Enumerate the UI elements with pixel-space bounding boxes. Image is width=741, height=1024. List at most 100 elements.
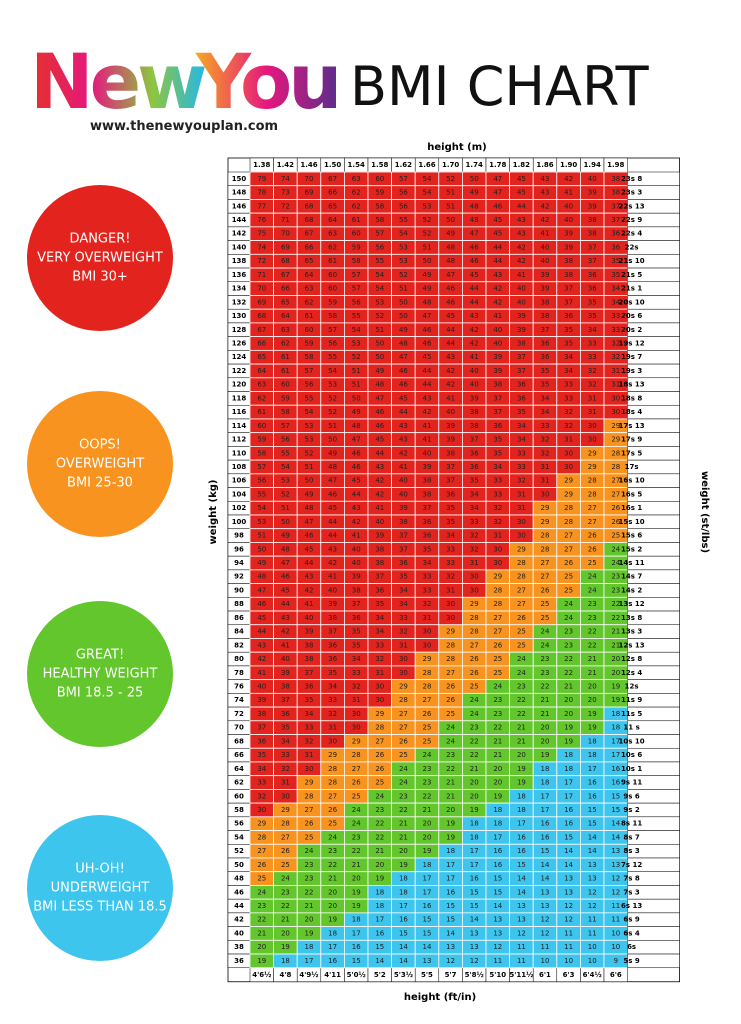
weight-kg: 56 [234, 820, 244, 828]
bmi-value: 36 [611, 243, 620, 251]
bmi-value: 25 [305, 833, 314, 841]
band-text: DANGER! [70, 232, 131, 247]
bmi-value: 12 [541, 916, 550, 924]
bmi-value: 11 [588, 929, 597, 937]
bmi-value: 55 [257, 490, 266, 498]
bmi-value: 25 [564, 586, 573, 594]
bmi-value: 39 [257, 696, 266, 704]
bmi-value: 37 [588, 243, 597, 251]
bmi-value: 39 [352, 573, 361, 581]
bmi-value: 26 [375, 751, 384, 759]
bmi-value: 20 [257, 943, 266, 951]
bmi-value: 34 [399, 586, 408, 594]
bmi-value: 34 [423, 559, 432, 567]
bmi-value: 55 [375, 257, 384, 265]
bmi-value: 13 [423, 957, 432, 965]
bmi-value: 56 [399, 202, 408, 210]
bmi-value: 17 [517, 820, 526, 828]
bmi-value: 33 [493, 490, 502, 498]
bmi-value: 33 [446, 559, 455, 567]
bmi-value: 30 [281, 792, 290, 800]
weight-st: 8s 7 [623, 833, 639, 841]
weight-st: 11s 9 [621, 696, 642, 704]
bmi-value: 32 [352, 683, 361, 691]
bmi-value: 15 [493, 875, 502, 883]
bmi-value: 49 [446, 230, 455, 238]
bmi-value: 17 [446, 875, 455, 883]
bmi-value: 25 [588, 559, 597, 567]
bmi-value: 23 [493, 696, 502, 704]
bmi-value: 31 [517, 490, 526, 498]
bmi-value: 33 [611, 326, 620, 334]
bmi-value: 13 [588, 861, 597, 869]
bmi-value: 63 [257, 381, 266, 389]
bmi-value: 53 [281, 477, 290, 485]
bmi-value: 33 [305, 724, 314, 732]
bmi-value: 15 [564, 833, 573, 841]
bmi-value: 56 [305, 381, 314, 389]
bmi-value: 42 [375, 477, 384, 485]
bmi-value: 35 [375, 600, 384, 608]
weight-kg: 90 [234, 586, 244, 594]
bmi-value: 16 [611, 765, 620, 773]
weight-kg: 146 [232, 202, 247, 210]
bmi-value: 52 [328, 394, 337, 402]
bmi-value: 18 [423, 861, 432, 869]
bmi-value: 53 [305, 422, 314, 430]
bmi-value: 32 [328, 710, 337, 718]
bmi-value: 32 [541, 436, 550, 444]
bmi-value: 27 [305, 806, 314, 814]
bmi-value: 54 [257, 504, 266, 512]
bmi-value: 52 [399, 271, 408, 279]
bmi-value: 56 [352, 298, 361, 306]
bmi-value: 29 [611, 422, 620, 430]
bmi-value: 30 [352, 710, 361, 718]
bmi-value: 61 [328, 257, 337, 265]
bmi-value: 48 [375, 381, 384, 389]
bmi-value: 30 [541, 490, 550, 498]
height-m: 1.98 [607, 161, 624, 169]
bmi-value: 34 [541, 394, 550, 402]
bmi-value: 49 [470, 189, 479, 197]
bmi-value: 42 [257, 655, 266, 663]
bmi-value: 43 [399, 436, 408, 444]
bmi-value: 45 [257, 614, 266, 622]
bmi-value: 48 [423, 298, 432, 306]
bmi-value: 25 [611, 532, 620, 540]
bmi-value: 52 [375, 312, 384, 320]
bmi-value: 17 [611, 751, 620, 759]
bmi-value: 28 [517, 559, 526, 567]
bmi-value: 32 [446, 573, 455, 581]
bmi-value: 49 [423, 271, 432, 279]
height-m: 1.62 [395, 161, 412, 169]
weight-st: 15s 10 [619, 518, 645, 526]
bmi-value: 34 [611, 285, 620, 293]
bmi-value: 33 [564, 381, 573, 389]
bmi-value: 11 [564, 929, 573, 937]
bmi-value: 40 [541, 243, 550, 251]
bmi-value: 28 [446, 641, 455, 649]
bmi-value: 28 [541, 545, 550, 553]
bmi-value: 16 [493, 847, 502, 855]
bmi-value: 23 [423, 779, 432, 787]
bmi-value: 25 [541, 600, 550, 608]
weight-st: 12s 4 [621, 669, 642, 677]
bmi-value: 19 [352, 888, 361, 896]
weight-kg: 50 [234, 861, 244, 869]
bmi-value: 40 [305, 614, 314, 622]
bmi-value: 26 [517, 614, 526, 622]
bmi-value: 29 [257, 820, 266, 828]
weight-kg: 126 [232, 340, 247, 348]
bmi-value: 32 [564, 422, 573, 430]
bmi-value: 61 [281, 353, 290, 361]
bmi-value: 14 [611, 833, 620, 841]
bmi-value: 58 [375, 216, 384, 224]
bmi-value: 36 [305, 683, 314, 691]
bmi-value: 21 [375, 847, 384, 855]
bmi-value: 36 [446, 490, 455, 498]
bmi-value: 14 [399, 957, 408, 965]
bmi-value: 66 [257, 340, 266, 348]
bmi-value: 47 [446, 271, 455, 279]
bmi-value: 68 [281, 257, 290, 265]
bmi-value: 39 [517, 326, 526, 334]
